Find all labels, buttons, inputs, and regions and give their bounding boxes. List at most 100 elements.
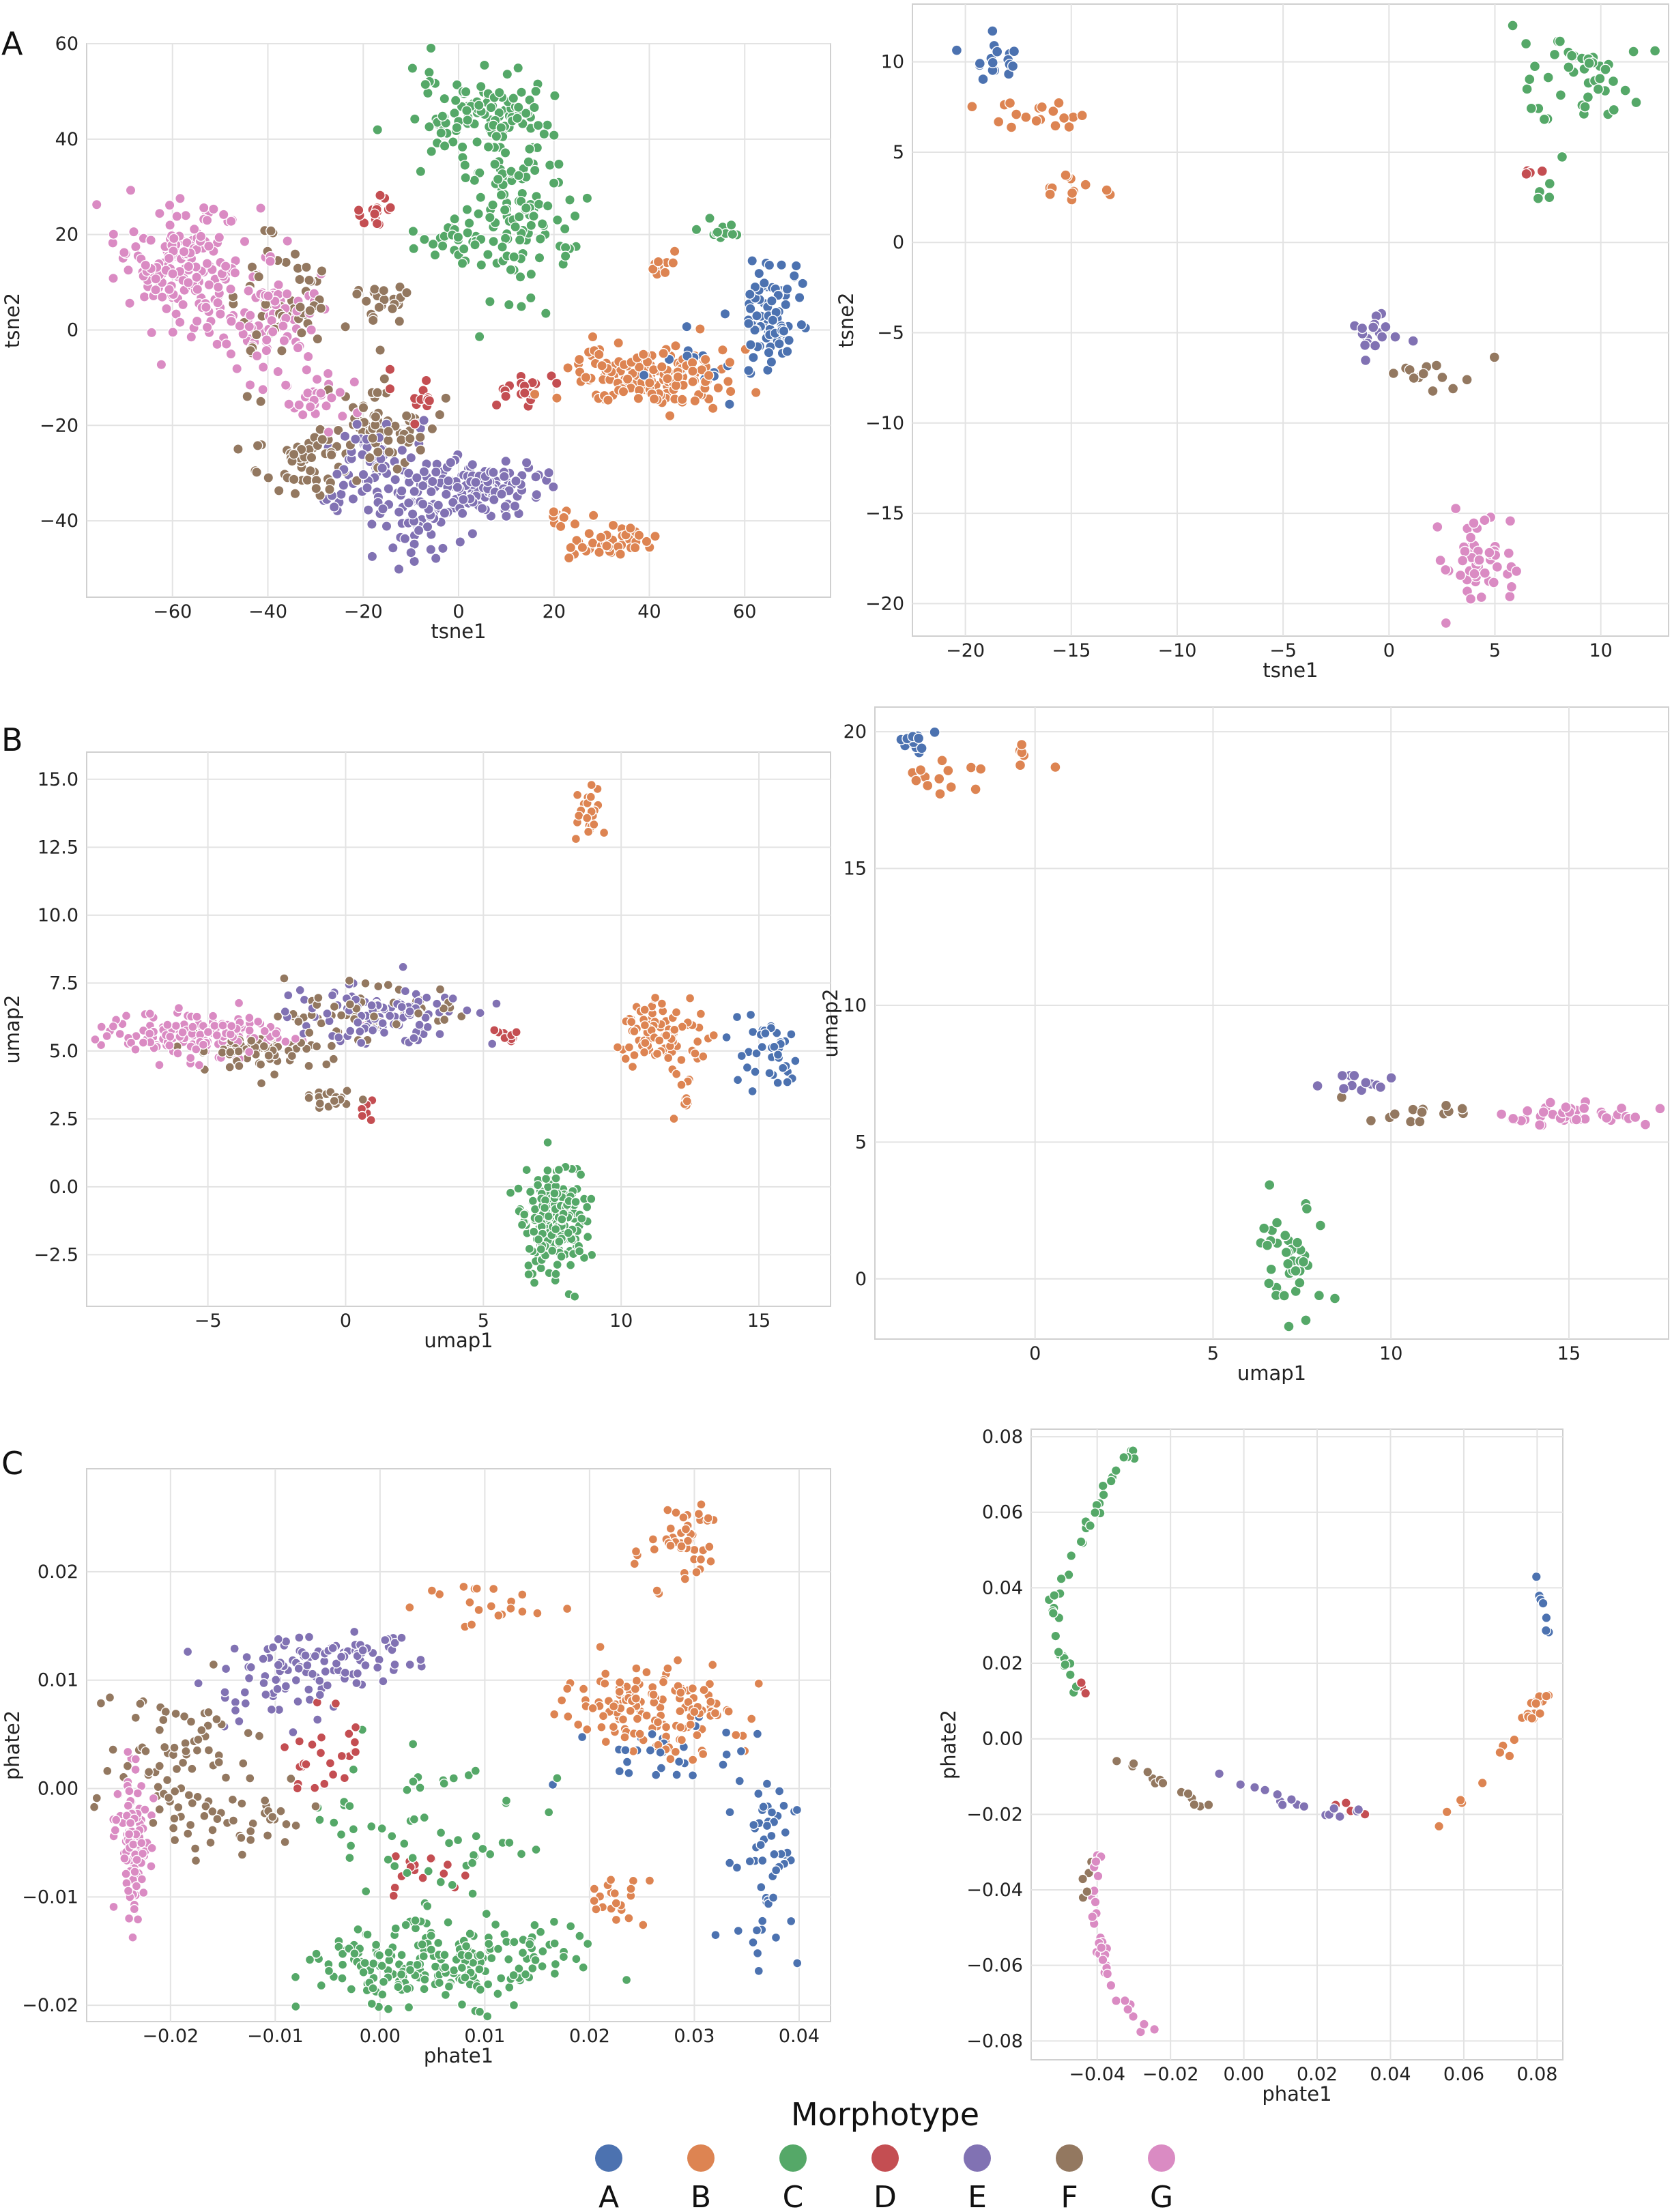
data-point-c xyxy=(465,1929,475,1939)
data-point-c xyxy=(353,1924,363,1935)
data-point-a xyxy=(721,1032,732,1043)
data-point-c xyxy=(1583,57,1595,69)
data-point-e xyxy=(390,474,401,485)
data-point-b xyxy=(609,1701,619,1712)
x-tick-label: 5 xyxy=(478,1310,489,1332)
data-point-f xyxy=(207,1825,218,1835)
data-point-e xyxy=(403,468,414,479)
data-point-g xyxy=(280,1036,291,1047)
data-point-d xyxy=(424,395,435,406)
data-point-a xyxy=(732,1075,743,1085)
data-point-b xyxy=(615,549,626,560)
data-point-f xyxy=(304,1061,314,1072)
data-point-b xyxy=(631,1546,642,1557)
data-point-b xyxy=(613,337,624,349)
data-point-e xyxy=(405,1006,415,1017)
data-point-b xyxy=(589,1895,599,1906)
data-point-a xyxy=(977,73,989,85)
legend-item-b: B xyxy=(687,2144,715,2212)
data-point-b xyxy=(614,1686,624,1697)
data-point-a xyxy=(577,1732,588,1742)
data-point-g xyxy=(323,427,334,437)
data-point-g xyxy=(132,1788,143,1798)
data-point-g xyxy=(244,310,256,321)
data-point-f xyxy=(263,472,274,483)
data-point-f xyxy=(369,283,380,295)
data-point-b xyxy=(644,1876,655,1886)
data-point-c xyxy=(434,1977,444,1988)
data-point-b xyxy=(710,1708,721,1719)
data-point-f xyxy=(187,1798,197,1809)
data-point-g xyxy=(1123,2004,1134,2015)
y-tick-label: −2.5 xyxy=(33,1244,78,1265)
data-point-b xyxy=(723,376,734,387)
data-point-b xyxy=(629,1050,639,1061)
data-point-c xyxy=(540,1173,551,1184)
data-point-a xyxy=(1540,1625,1551,1636)
data-point-a xyxy=(987,57,998,69)
data-point-g xyxy=(147,1843,157,1854)
data-point-b xyxy=(639,1047,650,1058)
data-point-g xyxy=(132,1854,142,1865)
y-tick-label: −0.06 xyxy=(966,1955,1023,1977)
data-point-b xyxy=(696,1499,706,1510)
data-point-c xyxy=(323,1966,334,1977)
data-point-f xyxy=(312,333,323,345)
data-point-c xyxy=(496,1973,506,1983)
data-point-g xyxy=(146,1861,156,1871)
data-point-c xyxy=(727,229,738,240)
data-point-a xyxy=(742,1062,753,1073)
data-point-g xyxy=(1505,581,1518,592)
data-point-c xyxy=(510,221,521,233)
data-point-b xyxy=(611,1898,621,1908)
data-point-c xyxy=(345,1852,355,1863)
data-point-c xyxy=(525,268,537,280)
data-point-c xyxy=(485,296,495,307)
y-tick-label: 60 xyxy=(55,33,78,55)
data-point-a xyxy=(725,1807,735,1818)
data-point-c xyxy=(1507,20,1518,31)
data-point-d xyxy=(426,1853,436,1864)
data-point-e xyxy=(220,1663,231,1674)
data-point-f xyxy=(1414,1116,1426,1127)
data-point-g xyxy=(1468,517,1480,529)
data-point-b xyxy=(689,1706,700,1717)
data-point-d xyxy=(491,399,502,411)
y-axis-label: umap2 xyxy=(819,988,842,1057)
data-point-g xyxy=(108,272,119,284)
data-point-c xyxy=(528,1196,538,1206)
data-point-g xyxy=(304,401,316,412)
data-point-g xyxy=(315,388,326,399)
data-point-f xyxy=(169,1835,180,1845)
data-point-e xyxy=(500,501,511,512)
data-point-c xyxy=(1608,104,1620,116)
data-point-e xyxy=(300,1650,311,1661)
data-point-g xyxy=(1102,1968,1113,1979)
data-point-b xyxy=(631,1663,642,1674)
data-point-g xyxy=(111,1815,121,1825)
data-point-c xyxy=(1089,1507,1100,1518)
data-point-c xyxy=(1630,96,1642,109)
data-point-b xyxy=(671,1508,681,1518)
data-point-e xyxy=(302,1660,313,1671)
data-point-b xyxy=(682,1096,692,1106)
data-point-c xyxy=(530,1955,540,1966)
data-point-b xyxy=(1060,169,1071,181)
data-point-b xyxy=(624,1042,635,1052)
data-point-g xyxy=(292,342,304,354)
data-point-c xyxy=(461,1941,472,1951)
data-point-e xyxy=(339,431,351,442)
data-point-d xyxy=(371,218,383,229)
data-point-g xyxy=(115,1029,125,1039)
data-point-g xyxy=(180,210,192,221)
data-point-c xyxy=(1049,1590,1060,1601)
data-point-c xyxy=(482,141,494,153)
data-point-f xyxy=(378,285,390,296)
y-tick-label: 0 xyxy=(893,232,904,253)
data-point-a xyxy=(762,1779,773,1789)
data-point-f xyxy=(212,1714,222,1725)
data-point-f xyxy=(394,315,405,327)
data-point-b xyxy=(631,1693,642,1704)
data-point-c xyxy=(393,1982,403,1992)
data-point-b xyxy=(609,1888,620,1899)
